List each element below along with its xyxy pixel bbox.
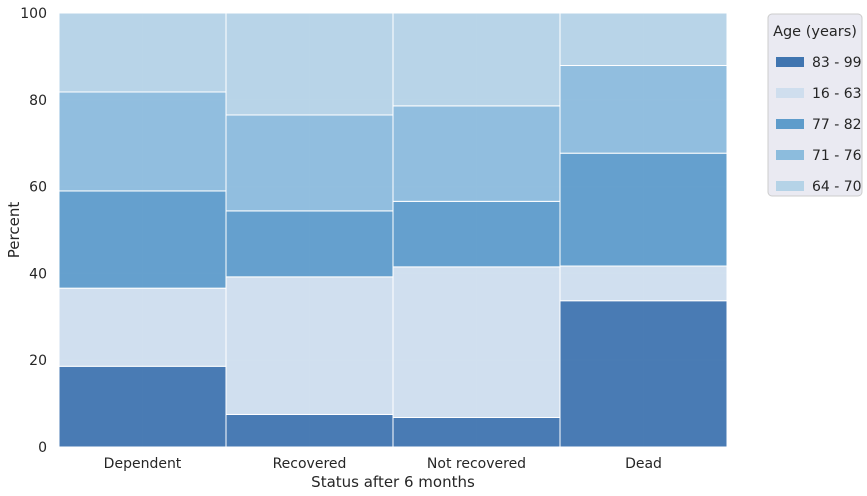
bar-segment <box>58 365 227 448</box>
bar-segment <box>559 12 728 67</box>
legend-label: 64 - 70 <box>812 179 862 195</box>
y-tick-label: 20 <box>29 353 47 369</box>
bar-segment <box>392 200 561 268</box>
bar-segment <box>58 91 227 192</box>
legend-frame <box>767 13 863 197</box>
bar-segment <box>225 114 394 212</box>
legend-label: 77 - 82 <box>812 117 862 133</box>
legend-swatch <box>776 57 804 67</box>
bar-segment <box>58 12 227 93</box>
legend-swatch <box>776 119 804 129</box>
x-tick-label: Dead <box>625 456 662 472</box>
legend-swatch <box>776 150 804 160</box>
x-tick-label: Dependent <box>104 456 182 472</box>
x-tick-label: Recovered <box>273 456 347 472</box>
legend: Age (years) 83 - 99 16 - 63 77 - 82 71 - 76… <box>767 13 863 197</box>
x-tick-label: Not recovered <box>427 456 526 472</box>
bar-segment <box>392 12 561 107</box>
bar-segment <box>559 65 728 154</box>
y-tick-labels: 0 20 40 60 80 100 <box>20 6 47 456</box>
bar-segment <box>225 413 394 448</box>
bar-segment <box>58 190 227 289</box>
bar-segment <box>559 152 728 267</box>
legend-swatch <box>776 88 804 98</box>
bar-segment <box>559 300 728 448</box>
bar-segment <box>559 265 728 302</box>
legend-label: 16 - 63 <box>812 86 862 102</box>
x-tick-labels: Dependent Recovered Not recovered Dead <box>104 456 662 472</box>
bars <box>58 12 728 448</box>
bar-segment <box>392 416 561 448</box>
y-axis-label: Percent <box>5 202 23 259</box>
legend-label: 71 - 76 <box>812 148 862 164</box>
y-tick-label: 60 <box>29 180 47 196</box>
y-tick-label: 0 <box>38 440 47 456</box>
legend-label: 83 - 99 <box>812 55 862 71</box>
bar-segment <box>225 12 394 116</box>
bar-segment <box>58 287 227 367</box>
bar-segment <box>392 266 561 418</box>
y-tick-label: 40 <box>29 266 47 282</box>
y-tick-label: 80 <box>29 93 47 109</box>
legend-items: 83 - 99 16 - 63 77 - 82 71 - 76 64 - 70 <box>776 55 862 195</box>
bar-segment <box>225 210 394 278</box>
legend-swatch <box>776 181 804 191</box>
x-axis-label: Status after 6 months <box>311 473 475 491</box>
legend-title: Age (years) <box>773 24 857 40</box>
bar-segment <box>225 276 394 415</box>
bar-segment <box>392 105 561 202</box>
y-tick-label: 100 <box>20 6 47 22</box>
